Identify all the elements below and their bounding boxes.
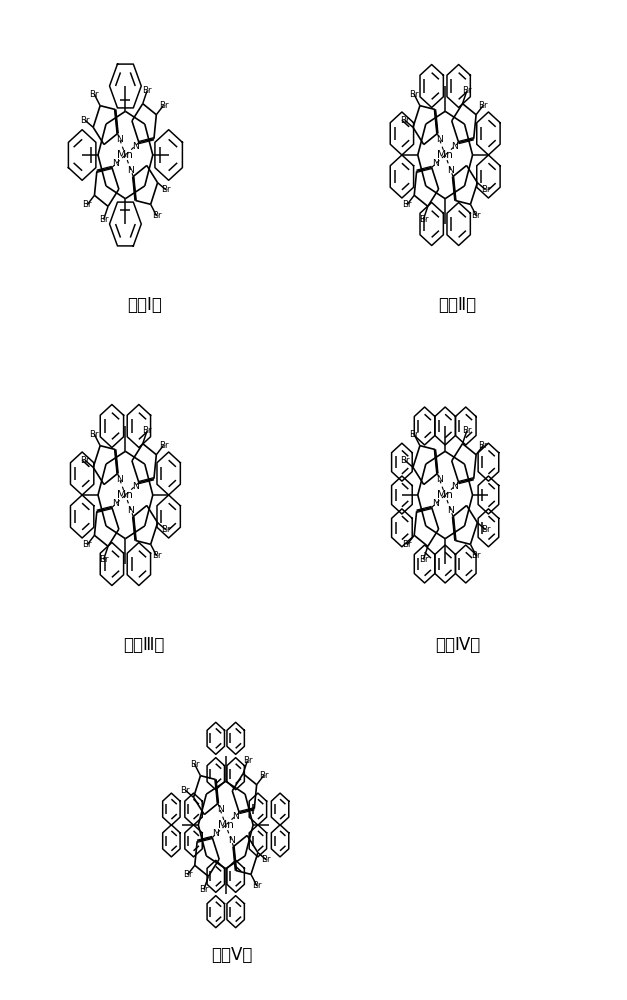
Text: Br: Br — [462, 86, 472, 95]
Text: Mn: Mn — [117, 150, 134, 160]
Text: Br: Br — [161, 525, 171, 534]
Text: Br: Br — [190, 760, 199, 769]
Text: Br: Br — [261, 855, 271, 864]
Text: Br: Br — [400, 116, 409, 125]
Text: Br: Br — [142, 426, 152, 435]
Text: Mn: Mn — [218, 820, 234, 830]
Text: Br: Br — [159, 441, 168, 450]
Text: N: N — [436, 135, 443, 144]
Text: Br: Br — [252, 881, 261, 890]
Text: Mn: Mn — [117, 490, 134, 500]
Text: N: N — [432, 499, 439, 508]
Text: N: N — [448, 166, 454, 175]
Text: Br: Br — [199, 885, 209, 894]
Text: Mn: Mn — [437, 150, 453, 160]
Text: Br: Br — [90, 430, 99, 439]
Text: Br: Br — [99, 555, 108, 564]
Text: 式（Ⅲ）: 式（Ⅲ） — [124, 636, 165, 654]
Text: Br: Br — [152, 551, 161, 560]
Text: N: N — [451, 482, 458, 491]
Text: Br: Br — [161, 185, 171, 194]
Text: 式（Ⅴ）: 式（Ⅴ） — [211, 946, 253, 964]
Text: Br: Br — [478, 101, 488, 110]
Text: 式（Ⅱ）: 式（Ⅱ） — [439, 296, 477, 314]
Text: N: N — [132, 482, 139, 491]
Text: Br: Br — [259, 771, 268, 780]
Text: N: N — [117, 135, 123, 144]
Text: N: N — [128, 506, 134, 515]
Text: Br: Br — [243, 756, 252, 765]
Text: N: N — [436, 475, 443, 484]
Text: Br: Br — [83, 200, 92, 209]
Text: Br: Br — [409, 90, 419, 99]
Text: Br: Br — [80, 116, 90, 125]
Text: N: N — [213, 829, 219, 838]
Text: Br: Br — [181, 786, 190, 795]
Text: Mn: Mn — [437, 490, 453, 500]
Text: Br: Br — [159, 101, 168, 110]
Text: 式（Ⅳ）: 式（Ⅳ） — [435, 636, 480, 654]
Text: Br: Br — [403, 200, 412, 209]
Text: Br: Br — [183, 870, 192, 879]
Text: N: N — [228, 836, 234, 845]
Text: Br: Br — [481, 185, 490, 194]
Text: Br: Br — [142, 86, 152, 95]
Text: Br: Br — [99, 215, 108, 224]
Text: 式（Ⅰ）: 式（Ⅰ） — [127, 296, 162, 314]
Text: Br: Br — [83, 540, 92, 549]
Text: Br: Br — [462, 426, 472, 435]
Text: Br: Br — [90, 90, 99, 99]
Text: N: N — [132, 142, 139, 151]
Text: N: N — [448, 506, 454, 515]
Text: Br: Br — [152, 211, 161, 220]
Text: Br: Br — [400, 456, 409, 465]
Text: N: N — [451, 142, 458, 151]
Text: Br: Br — [80, 456, 90, 465]
Text: Br: Br — [472, 211, 481, 220]
Text: Br: Br — [478, 441, 488, 450]
Text: N: N — [112, 159, 119, 168]
Text: N: N — [112, 499, 119, 508]
Text: Br: Br — [472, 551, 481, 560]
Text: Br: Br — [481, 525, 490, 534]
Text: Br: Br — [419, 215, 428, 224]
Text: N: N — [232, 812, 239, 821]
Text: Br: Br — [419, 555, 428, 564]
Text: Br: Br — [403, 540, 412, 549]
Text: N: N — [128, 166, 134, 175]
Text: N: N — [217, 805, 223, 814]
Text: N: N — [117, 475, 123, 484]
Text: Br: Br — [409, 430, 419, 439]
Text: N: N — [432, 159, 439, 168]
